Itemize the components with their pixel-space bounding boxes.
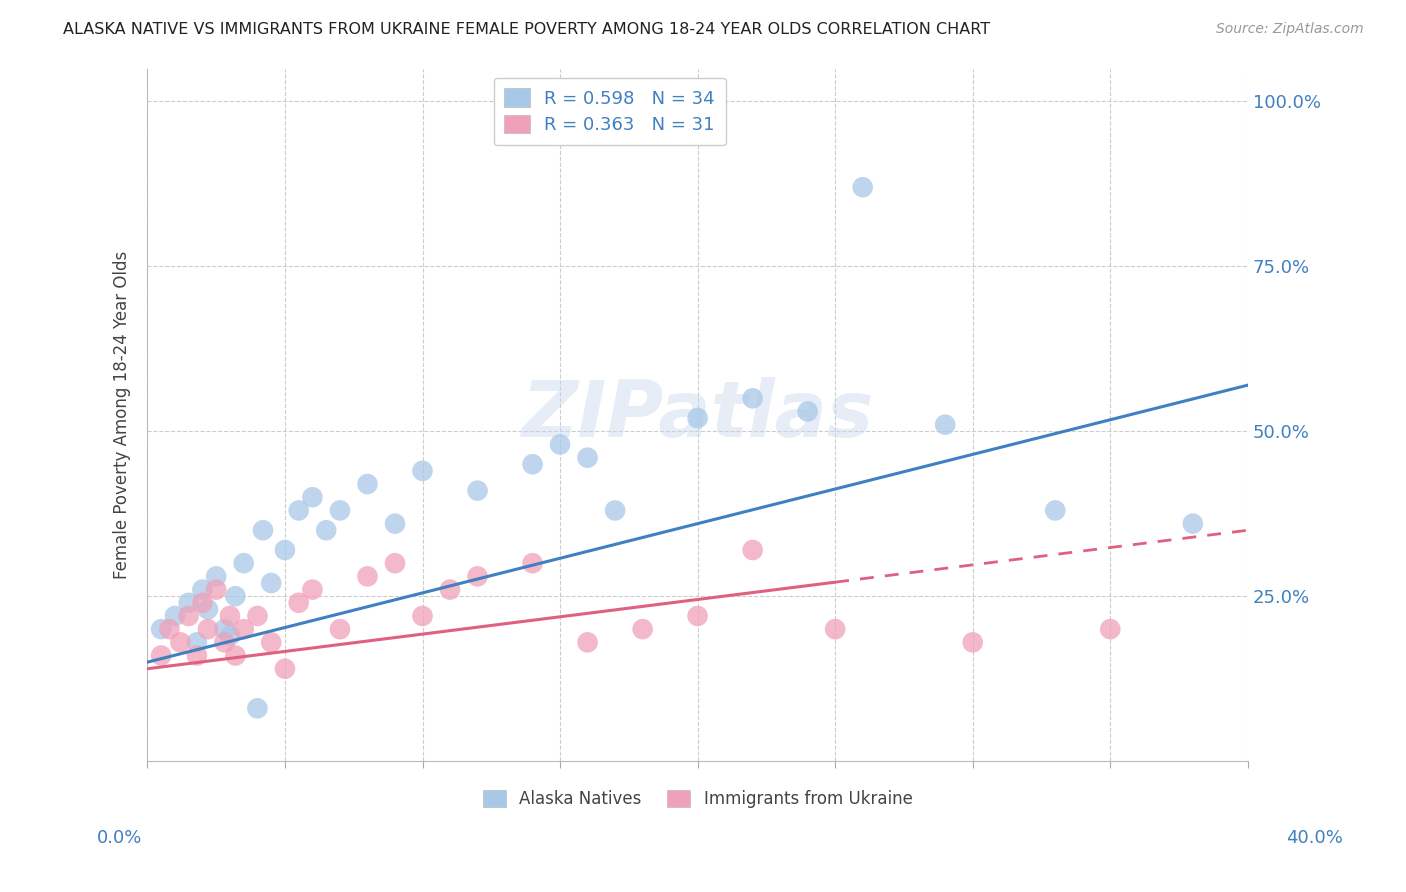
Point — [384, 516, 406, 531]
Point — [796, 404, 818, 418]
Y-axis label: Female Poverty Among 18-24 Year Olds: Female Poverty Among 18-24 Year Olds — [114, 251, 131, 579]
Point — [260, 576, 283, 591]
Text: 40.0%: 40.0% — [1286, 829, 1343, 847]
Point — [467, 483, 489, 498]
Point — [329, 503, 352, 517]
Legend: Alaska Natives, Immigrants from Ukraine: Alaska Natives, Immigrants from Ukraine — [477, 783, 920, 815]
Point — [157, 622, 180, 636]
Point — [232, 556, 254, 570]
Point — [631, 622, 654, 636]
Point — [384, 556, 406, 570]
Point — [224, 648, 246, 663]
Point — [274, 543, 297, 558]
Text: ALASKA NATIVE VS IMMIGRANTS FROM UKRAINE FEMALE POVERTY AMONG 18-24 YEAR OLDS CO: ALASKA NATIVE VS IMMIGRANTS FROM UKRAINE… — [63, 22, 990, 37]
Point — [467, 569, 489, 583]
Point — [246, 609, 269, 624]
Point — [741, 543, 763, 558]
Point — [301, 582, 323, 597]
Point — [197, 602, 219, 616]
Point — [1099, 622, 1122, 636]
Text: 0.0%: 0.0% — [97, 829, 142, 847]
Point — [214, 635, 236, 649]
Point — [741, 392, 763, 406]
Point — [169, 635, 191, 649]
Point — [1045, 503, 1067, 517]
Point — [191, 596, 214, 610]
Point — [287, 596, 309, 610]
Point — [439, 582, 461, 597]
Point — [301, 490, 323, 504]
Point — [686, 411, 709, 425]
Point — [197, 622, 219, 636]
Point — [686, 609, 709, 624]
Point — [177, 596, 200, 610]
Text: Source: ZipAtlas.com: Source: ZipAtlas.com — [1216, 22, 1364, 37]
Point — [186, 635, 208, 649]
Point — [412, 464, 434, 478]
Point — [150, 622, 173, 636]
Point — [356, 477, 378, 491]
Point — [214, 622, 236, 636]
Point — [962, 635, 984, 649]
Point — [163, 609, 186, 624]
Point — [522, 556, 544, 570]
Point — [329, 622, 352, 636]
Point — [205, 582, 228, 597]
Point — [232, 622, 254, 636]
Point — [260, 635, 283, 649]
Point — [177, 609, 200, 624]
Point — [219, 609, 242, 624]
Point — [205, 569, 228, 583]
Point — [934, 417, 956, 432]
Point — [548, 437, 571, 451]
Point — [315, 523, 337, 537]
Point — [412, 609, 434, 624]
Point — [224, 589, 246, 603]
Point — [287, 503, 309, 517]
Point — [150, 648, 173, 663]
Point — [246, 701, 269, 715]
Text: ZIPatlas: ZIPatlas — [522, 376, 873, 453]
Point — [852, 180, 875, 194]
Point — [274, 662, 297, 676]
Point — [1181, 516, 1204, 531]
Point — [824, 622, 846, 636]
Point — [576, 450, 599, 465]
Point — [219, 629, 242, 643]
Point — [522, 457, 544, 471]
Point — [603, 503, 626, 517]
Point — [576, 635, 599, 649]
Point — [252, 523, 274, 537]
Point — [186, 648, 208, 663]
Point — [191, 582, 214, 597]
Point — [356, 569, 378, 583]
